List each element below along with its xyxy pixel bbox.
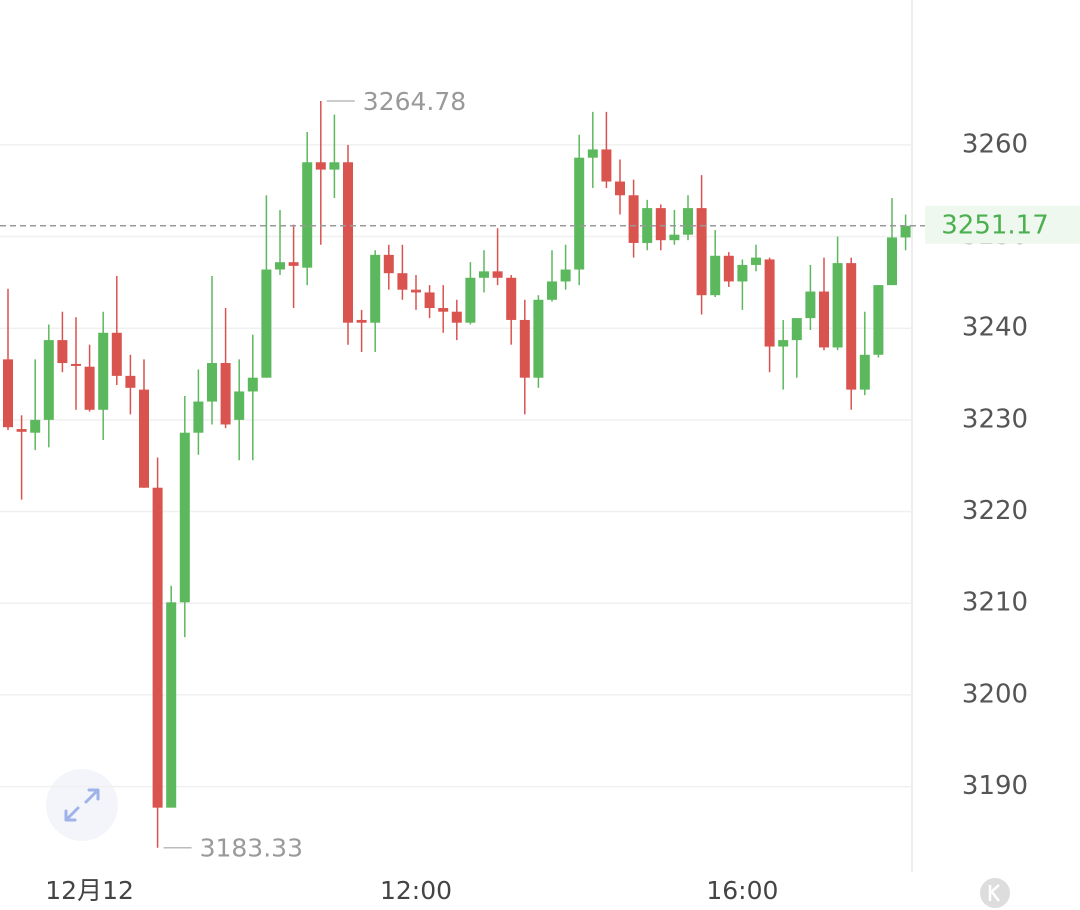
candle-body — [261, 269, 272, 378]
candle-body — [492, 271, 503, 278]
candle-body — [139, 389, 149, 488]
candle-body — [519, 319, 530, 378]
y-tick-label: 3190 — [962, 771, 1028, 801]
y-tick-label: 3210 — [962, 588, 1028, 618]
last-price-label: 3251.17 — [941, 210, 1049, 240]
x-tick-label: 12月12 — [45, 876, 134, 905]
expand-button[interactable] — [46, 769, 118, 841]
candle-body — [411, 289, 421, 293]
candle-body — [43, 340, 54, 420]
candle-body — [57, 340, 68, 364]
candle-body — [506, 277, 517, 320]
last-price-box — [925, 205, 1080, 244]
candle-body — [887, 237, 897, 286]
candle-body — [683, 208, 693, 235]
x-tick-label: 12:00 — [380, 876, 452, 905]
candle-body — [723, 255, 734, 282]
candle-body — [587, 149, 598, 158]
x-tick-label: 16:00 — [706, 876, 778, 905]
candle-body — [343, 162, 353, 323]
candle-body — [315, 162, 326, 170]
candle-body — [220, 363, 231, 425]
candle-body — [805, 291, 816, 319]
candle-body — [275, 262, 285, 270]
candle-body — [819, 291, 829, 348]
candle-body — [3, 359, 13, 428]
kline-button[interactable] — [980, 878, 1010, 908]
y-tick-label: 3240 — [962, 313, 1028, 343]
candle-body — [152, 487, 163, 808]
candle-body — [193, 401, 204, 433]
candle-body — [98, 332, 109, 410]
y-tick-label: 3230 — [962, 404, 1028, 434]
candle-body — [30, 419, 41, 433]
candle-body — [873, 285, 884, 355]
candle-body — [302, 162, 313, 268]
candle-body — [791, 318, 802, 341]
candle-body — [438, 308, 449, 312]
candle-body — [451, 311, 462, 323]
candle-body — [125, 375, 136, 388]
candle-body — [655, 208, 666, 241]
max-label: 3264.78 — [363, 87, 466, 116]
candle-body — [207, 363, 217, 402]
candle-body — [370, 254, 381, 323]
candle-body — [574, 157, 585, 270]
candle-body — [778, 340, 789, 347]
candle-body — [737, 264, 748, 282]
candle-body — [479, 271, 489, 278]
candle-body — [859, 354, 870, 390]
candle-body — [751, 257, 761, 265]
candle-body — [710, 255, 721, 296]
candle-body — [288, 262, 299, 266]
candle-body — [234, 391, 245, 420]
candle-body — [533, 299, 544, 378]
candle-body — [397, 273, 408, 290]
min-label: 3183.33 — [200, 834, 303, 863]
candle-body — [329, 162, 340, 170]
candle-body — [356, 319, 367, 323]
candle-body — [71, 363, 81, 366]
candle-body — [846, 263, 857, 390]
candle-body — [465, 277, 476, 323]
candle-body — [696, 208, 707, 296]
candle-body — [560, 269, 571, 282]
candle-body — [383, 254, 394, 274]
candle-body — [16, 429, 27, 432]
candle-body — [166, 602, 177, 808]
candle-body — [424, 292, 435, 309]
candle-body — [615, 181, 625, 196]
candle-body — [179, 432, 190, 603]
candle-body — [642, 208, 653, 243]
candle-body — [628, 195, 639, 243]
candle-body — [247, 377, 258, 392]
candle-body — [669, 234, 680, 241]
candle-body — [832, 263, 843, 348]
candle-body — [111, 332, 122, 376]
candle-body — [900, 225, 911, 238]
candle-body — [764, 259, 775, 347]
y-tick-label: 3220 — [962, 496, 1028, 526]
y-tick-label: 3200 — [962, 679, 1028, 709]
y-tick-label: 3260 — [962, 129, 1028, 159]
candle-body — [84, 366, 95, 410]
candle-body — [601, 149, 612, 182]
candle-body — [547, 281, 557, 300]
